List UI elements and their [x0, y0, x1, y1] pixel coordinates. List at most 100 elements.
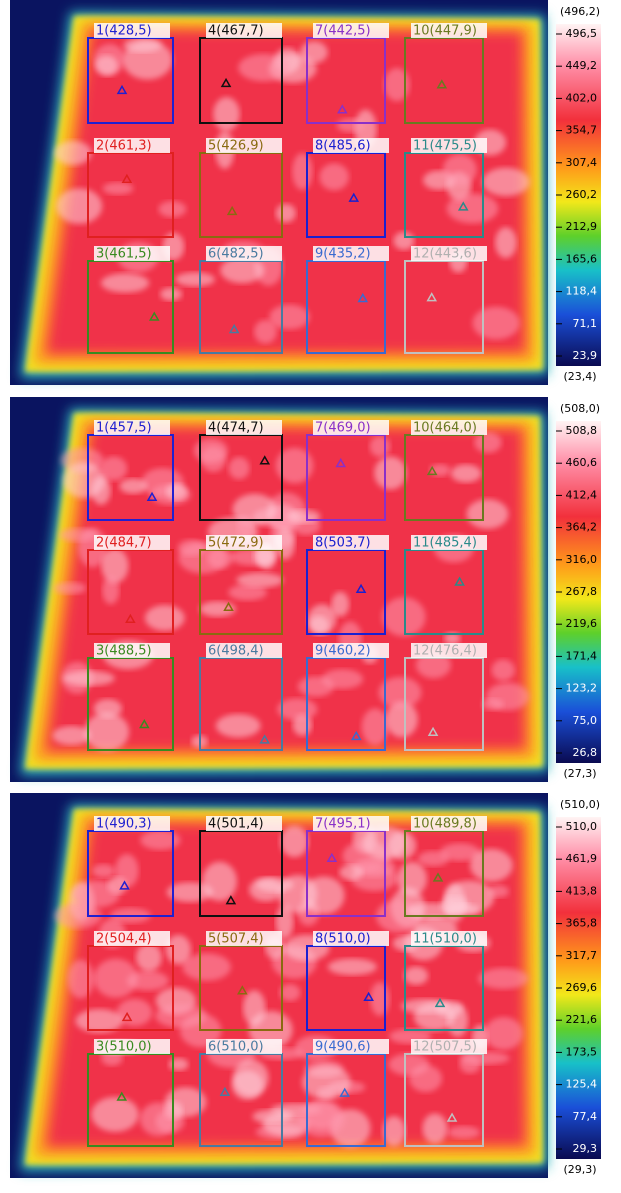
region-label-bg [313, 138, 389, 153]
region-marker [119, 880, 130, 890]
colorbar-tick-label: 354,7 [566, 124, 598, 137]
colorbar-tick-label: 307,4 [566, 156, 598, 169]
colorbar-tick-label: 365,8 [566, 917, 598, 930]
hot-spot [447, 1126, 481, 1139]
hot-spot [275, 447, 314, 484]
hot-spot [319, 163, 349, 191]
hot-spot [297, 676, 334, 697]
hot-spot [304, 1101, 340, 1130]
region-label: 2(484,7) [96, 536, 152, 551]
hot-spot [213, 97, 240, 132]
region-marker [426, 292, 438, 302]
hot-spot [472, 306, 520, 340]
hot-spot [92, 864, 115, 878]
hot-spot [182, 953, 231, 981]
region-marker [339, 1087, 351, 1097]
region-marker [355, 583, 367, 594]
region-label: 3(488,5) [96, 644, 152, 659]
hot-spot [482, 167, 530, 197]
region-label: 6(510,0) [208, 1040, 264, 1055]
region-marker [116, 84, 128, 95]
colorbar-tick-label: 267,8 [566, 585, 598, 598]
hot-spot [446, 903, 480, 916]
hot-spot [52, 726, 91, 746]
hot-spot [308, 615, 329, 635]
region-label-bg [313, 816, 389, 831]
region-label-bg [411, 1039, 487, 1054]
region-marker [225, 895, 237, 905]
hot-spot [54, 903, 102, 929]
region-label-bg [313, 1039, 389, 1054]
hot-spot [164, 1087, 207, 1117]
region-label: 1(457,5) [96, 421, 152, 436]
hot-spot [403, 966, 429, 985]
hot-spot [102, 576, 120, 605]
hot-spot [378, 676, 422, 709]
hot-spot [199, 601, 236, 617]
colorbar-min-label: (29,3) [563, 1163, 596, 1176]
region-label-bg [94, 931, 170, 946]
hot-spot [228, 456, 250, 480]
region-label-bg [411, 23, 487, 38]
region-label-bg [411, 535, 487, 550]
hot-spot [95, 55, 118, 76]
region-label: 5(472,9) [208, 536, 264, 551]
hot-spot [252, 1109, 293, 1124]
hot-spot [361, 708, 389, 746]
hot-spot [336, 118, 366, 133]
hot-spot [385, 701, 418, 738]
hot-spot [269, 304, 310, 330]
region-label: 11(485,4) [413, 536, 477, 551]
hot-spot [279, 984, 301, 1002]
thermal-panel: 1(457,5) 2(484,7) 3(488,5) 4(474,7) 5(472,9)… [10, 397, 601, 782]
region-label: 10(489,8) [413, 817, 477, 832]
region-marker [446, 1112, 458, 1122]
region-label: 12(476,4) [413, 644, 477, 659]
region-label-bg [411, 931, 487, 946]
region-label: 6(498,4) [208, 644, 264, 659]
region-marker [335, 457, 347, 468]
colorbar-tick-label: 75,0 [573, 714, 598, 727]
colorbar-tick-label: 364,2 [566, 521, 598, 534]
hot-spot [275, 905, 294, 939]
hot-spot [388, 1053, 430, 1076]
region-marker [357, 292, 369, 303]
region-label-bg [313, 23, 389, 38]
region-marker [337, 104, 348, 114]
region-marker [228, 323, 240, 334]
region-label-bg [206, 643, 282, 658]
hot-spot [413, 1002, 456, 1031]
hot-spot [300, 41, 328, 64]
hot-spot [73, 880, 120, 908]
region-label: 9(435,2) [315, 247, 371, 262]
region-marker [259, 455, 271, 465]
hot-spot [484, 1016, 523, 1050]
hot-spot [369, 435, 391, 457]
region-label-bg [94, 23, 170, 38]
region-marker [454, 576, 465, 586]
hot-spot [175, 272, 215, 287]
region-label-bg [313, 931, 389, 946]
hot-spot [374, 456, 407, 490]
hot-spot [442, 153, 477, 186]
colorbar-tick-label: 165,6 [566, 252, 598, 265]
region-label-bg [313, 643, 389, 658]
hot-spot [166, 882, 214, 903]
region-label-bg [94, 420, 170, 435]
region-label: 10(464,0) [413, 421, 477, 436]
colorbar-tick-label: 219,6 [566, 617, 598, 630]
colorbar-tick-label: 118,4 [566, 285, 598, 298]
hot-spot [160, 287, 183, 301]
region-marker [326, 852, 338, 863]
region-marker [226, 205, 238, 216]
hot-spot [101, 548, 129, 584]
hot-spot [381, 597, 426, 637]
hot-spot [84, 712, 130, 751]
hot-spot [397, 861, 427, 896]
colorbar [556, 24, 601, 366]
colorbar-tick-label: 173,5 [566, 1045, 598, 1058]
region-label: 8(485,6) [315, 139, 371, 154]
region-marker [259, 734, 270, 744]
region-label: 2(504,4) [96, 932, 152, 947]
